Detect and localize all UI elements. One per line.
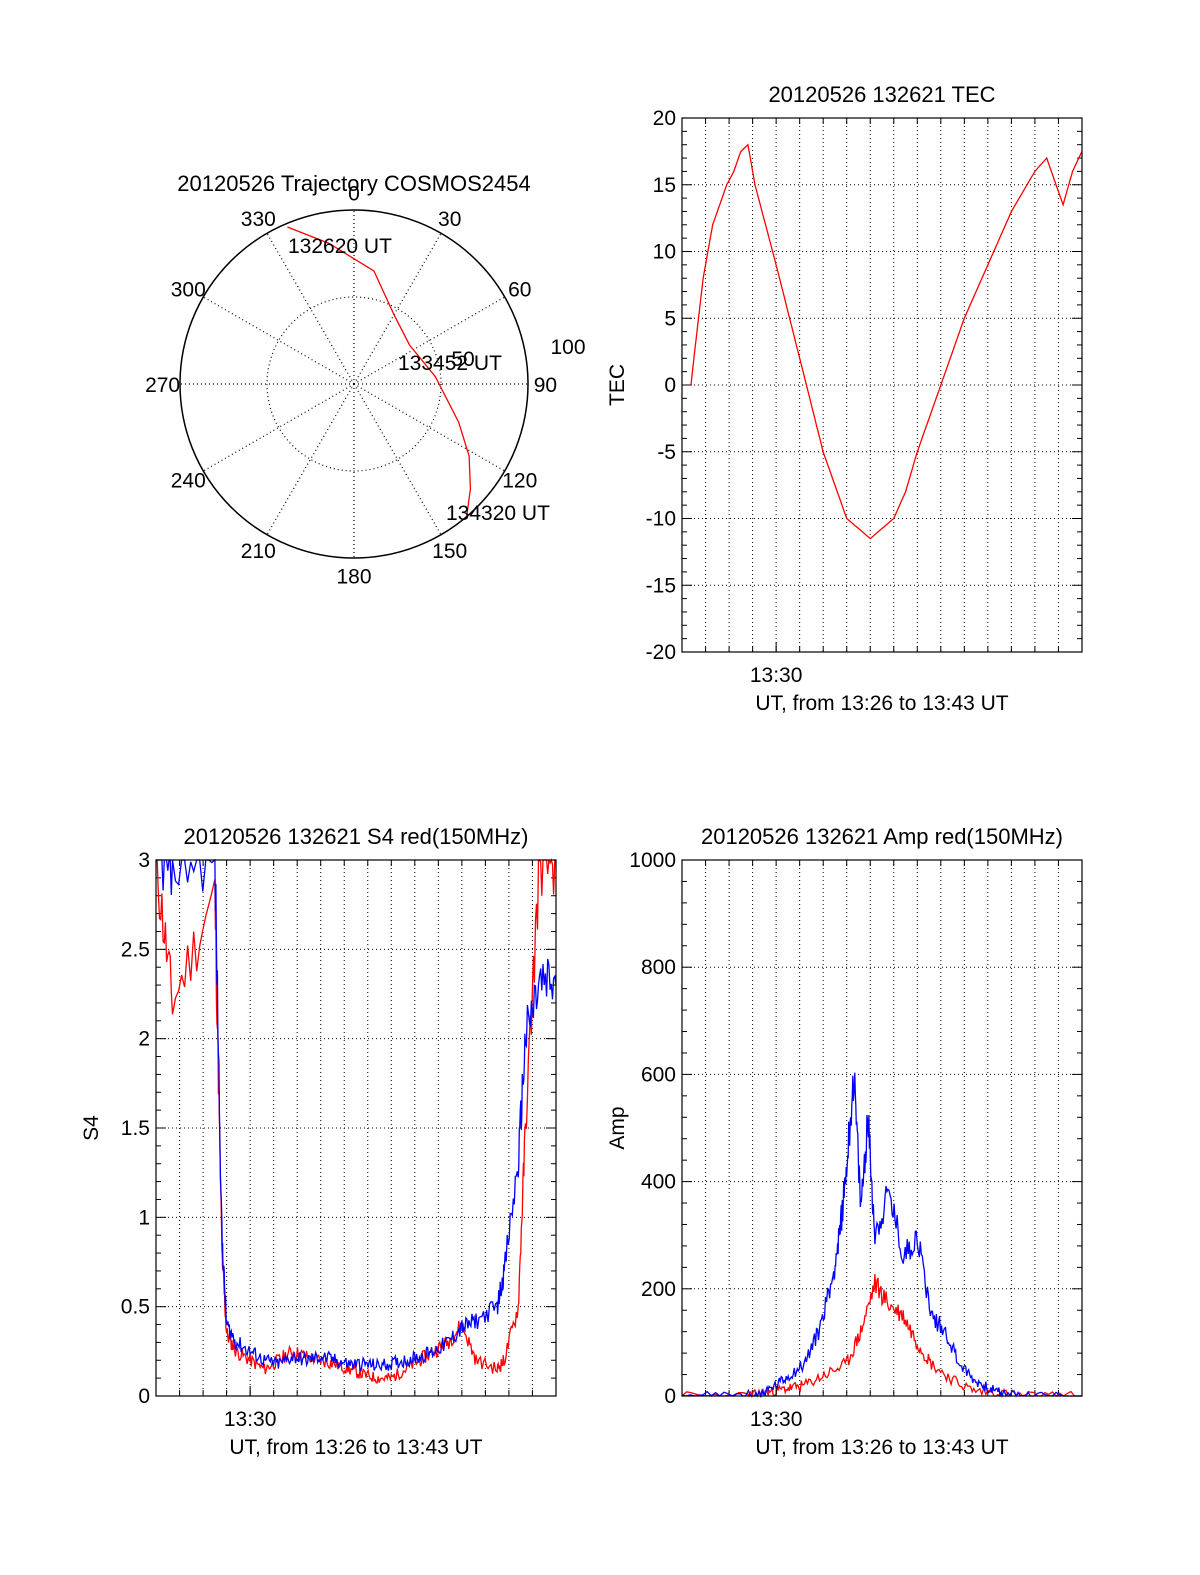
- polar-spoke: [353, 296, 505, 385]
- polar-azimuth-label: 60: [508, 278, 531, 301]
- y-tick-label: 600: [641, 1063, 676, 1086]
- chart-title: 20120526 Trajectory COSMOS2454: [177, 171, 530, 196]
- polar-grid-circle: [266, 296, 442, 472]
- plot-frame: [155, 859, 557, 1397]
- amp-chart-panel: 0 200 400 600 800 1000 13:30 20120526 132621 Am…: [606, 824, 1083, 1459]
- polar-spoke: [353, 233, 442, 385]
- polar-spoke: [353, 383, 505, 472]
- chart-title: 20120526 132621 TEC: [768, 82, 995, 107]
- y-tick-label: 0: [664, 374, 676, 397]
- x-tick-label: 13:30: [750, 664, 803, 687]
- y-tick-label: 2.5: [121, 938, 150, 961]
- polar-azimuth-label: 240: [171, 470, 206, 493]
- polar-azimuth-label: 120: [502, 470, 537, 493]
- series-line-blue: [681, 1072, 1082, 1399]
- chart-title: 20120526 132621 Amp red(150MHz): [701, 824, 1063, 849]
- polar-spoke: [266, 233, 355, 385]
- polar-radial-label: 100: [550, 336, 585, 359]
- y-axis-label: TEC: [606, 364, 629, 406]
- x-tick-label: 13:30: [224, 1408, 277, 1431]
- polar-spoke: [203, 383, 355, 472]
- series-line-red: [690, 143, 1083, 540]
- trajectory-line: [287, 226, 472, 515]
- tec-chart-panel: -20 -15 -10 -5 0 5 10 15 20 13:30 20120526 132621 …: [606, 82, 1083, 715]
- polar-azimuth-label: 270: [145, 374, 180, 397]
- y-tick-label: 0.5: [121, 1296, 150, 1319]
- polar-azimuth-label: 150: [432, 540, 467, 563]
- y-tick-label: 800: [641, 956, 676, 979]
- y-tick-label: -5: [657, 441, 676, 464]
- y-tick-label: 10: [653, 241, 676, 264]
- s4-chart-panel: 0 0.5 1 1.5 2 2.5 3 13:30 20120526 132621 S4 red…: [80, 824, 557, 1459]
- chart-title: 20120526 132621 S4 red(150MHz): [184, 824, 529, 849]
- trajectory-end-label: 134320 UT: [446, 502, 550, 525]
- y-tick-label: -15: [646, 574, 676, 597]
- polar-azimuth-label: 300: [171, 278, 206, 301]
- y-tick-label: 2: [138, 1028, 150, 1051]
- y-axis-label: Amp: [606, 1106, 629, 1149]
- y-tick-label: 1: [138, 1206, 150, 1229]
- polar-radial-label: 50: [451, 348, 474, 371]
- y-tick-label: 200: [641, 1278, 676, 1301]
- y-tick-label: 1000: [629, 849, 676, 872]
- polar-azimuth-label: 30: [438, 208, 461, 231]
- plot-frame: [681, 859, 1083, 1397]
- x-axis-label: UT, from 13:26 to 13:43 UT: [229, 1436, 482, 1459]
- y-tick-label: 20: [653, 107, 676, 130]
- y-tick-label: -10: [646, 508, 676, 531]
- polar-azimuth-label: 90: [534, 374, 557, 397]
- polar-azimuth-label: 330: [241, 208, 276, 231]
- polar-azimuth-label: 0: [348, 183, 360, 206]
- series-line-red: [681, 1274, 1082, 1399]
- y-tick-label: 5: [664, 307, 676, 330]
- y-axis-label: S4: [80, 1115, 103, 1141]
- polar-trajectory-panel: 0 30 60 90 120 150 180 210 240 270 300 330 50 100 1326…: [145, 171, 585, 588]
- y-tick-label: -20: [646, 641, 676, 664]
- polar-spoke: [266, 383, 355, 535]
- y-tick-label: 3: [138, 849, 150, 872]
- plot-frame: [681, 117, 1083, 653]
- y-tick-label: 1.5: [121, 1117, 150, 1140]
- x-axis-label: UT, from 13:26 to 13:43 UT: [755, 1436, 1008, 1459]
- y-tick-label: 0: [664, 1385, 676, 1408]
- polar-spoke: [203, 296, 355, 385]
- polar-outer-circle: [179, 209, 529, 559]
- x-axis-label: UT, from 13:26 to 13:43 UT: [755, 692, 1008, 715]
- polar-spoke: [353, 383, 442, 535]
- series-line-blue: [156, 858, 557, 1372]
- y-tick-label: 400: [641, 1171, 676, 1194]
- series-line-red: [156, 857, 556, 1384]
- y-tick-label: 0: [138, 1385, 150, 1408]
- x-tick-label: 13:30: [750, 1408, 803, 1431]
- polar-azimuth-label: 210: [241, 540, 276, 563]
- polar-azimuth-label: 180: [336, 565, 371, 588]
- trajectory-mid-label: 133452 UT: [398, 352, 502, 375]
- trajectory-start-label: 132620 UT: [288, 235, 392, 258]
- y-tick-label: 15: [653, 174, 676, 197]
